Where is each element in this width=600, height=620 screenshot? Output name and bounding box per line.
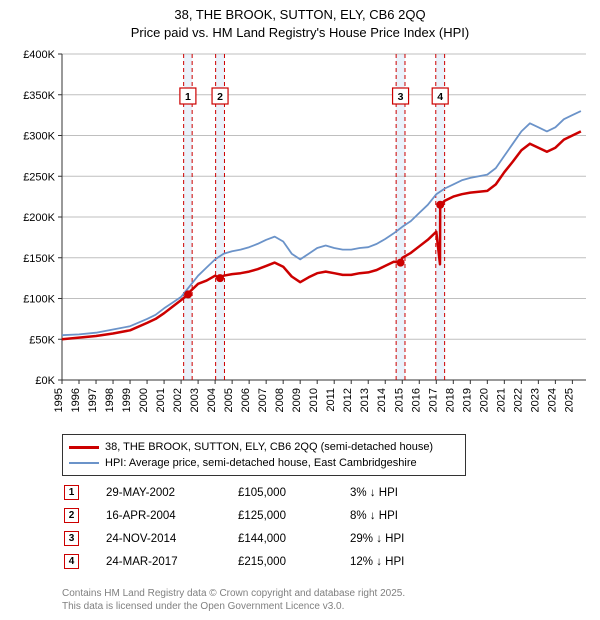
svg-text:£0K: £0K bbox=[35, 375, 55, 387]
footnote-line-2: This data is licensed under the Open Gov… bbox=[62, 601, 344, 612]
chart-title: 38, THE BROOK, SUTTON, ELY, CB6 2QQ Pric… bbox=[0, 6, 600, 41]
transaction-price: £215,000 bbox=[238, 551, 348, 572]
svg-text:£100K: £100K bbox=[23, 294, 55, 306]
svg-text:2025: 2025 bbox=[563, 388, 575, 412]
svg-text:2018: 2018 bbox=[444, 388, 456, 412]
svg-text:1996: 1996 bbox=[70, 388, 82, 412]
transaction-delta: 12% ↓ HPI bbox=[350, 551, 470, 572]
svg-text:4: 4 bbox=[437, 91, 443, 103]
legend: 38, THE BROOK, SUTTON, ELY, CB6 2QQ (sem… bbox=[62, 434, 466, 476]
svg-text:2004: 2004 bbox=[206, 388, 218, 412]
transaction-price: £144,000 bbox=[238, 528, 348, 549]
svg-text:2015: 2015 bbox=[393, 388, 405, 412]
svg-text:£150K: £150K bbox=[23, 253, 55, 265]
transaction-price: £125,000 bbox=[238, 505, 348, 526]
transaction-price: £105,000 bbox=[238, 482, 348, 503]
svg-text:2017: 2017 bbox=[427, 388, 439, 412]
svg-text:£200K: £200K bbox=[23, 212, 55, 224]
transaction-marker: 4 bbox=[64, 554, 79, 569]
legend-swatch-property bbox=[69, 446, 99, 449]
svg-text:2016: 2016 bbox=[410, 388, 422, 412]
svg-text:2021: 2021 bbox=[495, 388, 507, 412]
copyright-footnote: Contains HM Land Registry data © Crown c… bbox=[62, 587, 405, 613]
legend-swatch-hpi bbox=[69, 462, 99, 464]
legend-item-property: 38, THE BROOK, SUTTON, ELY, CB6 2QQ (sem… bbox=[69, 439, 459, 455]
transaction-row: 4 24-MAR-2017£215,00012% ↓ HPI bbox=[64, 551, 470, 572]
svg-text:2022: 2022 bbox=[512, 388, 524, 412]
svg-text:2012: 2012 bbox=[342, 388, 354, 412]
svg-text:2010: 2010 bbox=[308, 388, 320, 412]
svg-text:£300K: £300K bbox=[23, 131, 55, 143]
svg-text:2014: 2014 bbox=[376, 388, 388, 412]
transaction-delta: 8% ↓ HPI bbox=[350, 505, 470, 526]
transaction-date: 29-MAY-2002 bbox=[106, 482, 236, 503]
svg-text:2006: 2006 bbox=[240, 388, 252, 412]
transaction-row: 3 24-NOV-2014£144,00029% ↓ HPI bbox=[64, 528, 470, 549]
svg-text:2000: 2000 bbox=[138, 388, 150, 412]
svg-text:1: 1 bbox=[185, 91, 191, 103]
legend-label-hpi: HPI: Average price, semi-detached house,… bbox=[105, 457, 417, 469]
svg-text:2023: 2023 bbox=[529, 388, 541, 412]
svg-text:1997: 1997 bbox=[87, 388, 99, 412]
transaction-date: 24-MAR-2017 bbox=[106, 551, 236, 572]
svg-text:2003: 2003 bbox=[189, 388, 201, 412]
svg-text:2002: 2002 bbox=[172, 388, 184, 412]
legend-item-hpi: HPI: Average price, semi-detached house,… bbox=[69, 455, 459, 471]
transaction-delta: 29% ↓ HPI bbox=[350, 528, 470, 549]
svg-text:2009: 2009 bbox=[291, 388, 303, 412]
svg-text:£250K: £250K bbox=[23, 171, 55, 183]
svg-text:£50K: £50K bbox=[29, 334, 55, 346]
title-line-2: Price paid vs. HM Land Registry's House … bbox=[131, 25, 469, 40]
transaction-marker: 3 bbox=[64, 531, 79, 546]
legend-label-property: 38, THE BROOK, SUTTON, ELY, CB6 2QQ (sem… bbox=[105, 441, 433, 453]
title-line-1: 38, THE BROOK, SUTTON, ELY, CB6 2QQ bbox=[174, 7, 425, 22]
svg-text:2001: 2001 bbox=[155, 388, 167, 412]
svg-text:£350K: £350K bbox=[23, 90, 55, 102]
svg-text:2024: 2024 bbox=[546, 388, 558, 412]
svg-text:1998: 1998 bbox=[104, 388, 116, 412]
svg-text:2019: 2019 bbox=[461, 388, 473, 412]
svg-text:2020: 2020 bbox=[478, 388, 490, 412]
svg-text:1999: 1999 bbox=[121, 388, 133, 412]
price-chart: £0K £50K £100K £150K £200K £250K £300K £350K £40… bbox=[0, 48, 600, 428]
footnote-line-1: Contains HM Land Registry data © Crown c… bbox=[62, 588, 405, 599]
transaction-date: 16-APR-2004 bbox=[106, 505, 236, 526]
svg-text:3: 3 bbox=[398, 91, 404, 103]
transaction-marker: 1 bbox=[64, 485, 79, 500]
transaction-date: 24-NOV-2014 bbox=[106, 528, 236, 549]
svg-text:2: 2 bbox=[217, 91, 223, 103]
svg-text:2007: 2007 bbox=[257, 388, 269, 412]
transaction-marker: 2 bbox=[64, 508, 79, 523]
svg-text:1995: 1995 bbox=[53, 388, 65, 412]
svg-text:2011: 2011 bbox=[325, 388, 337, 412]
svg-text:2013: 2013 bbox=[359, 388, 371, 412]
svg-text:£400K: £400K bbox=[23, 49, 55, 61]
transaction-row: 2 16-APR-2004£125,0008% ↓ HPI bbox=[64, 505, 470, 526]
transactions-table: 1 29-MAY-2002£105,0003% ↓ HPI 2 16-APR-2004… bbox=[62, 480, 472, 574]
transaction-row: 1 29-MAY-2002£105,0003% ↓ HPI bbox=[64, 482, 470, 503]
svg-text:2008: 2008 bbox=[274, 388, 286, 412]
transaction-delta: 3% ↓ HPI bbox=[350, 482, 470, 503]
svg-text:2005: 2005 bbox=[223, 388, 235, 412]
